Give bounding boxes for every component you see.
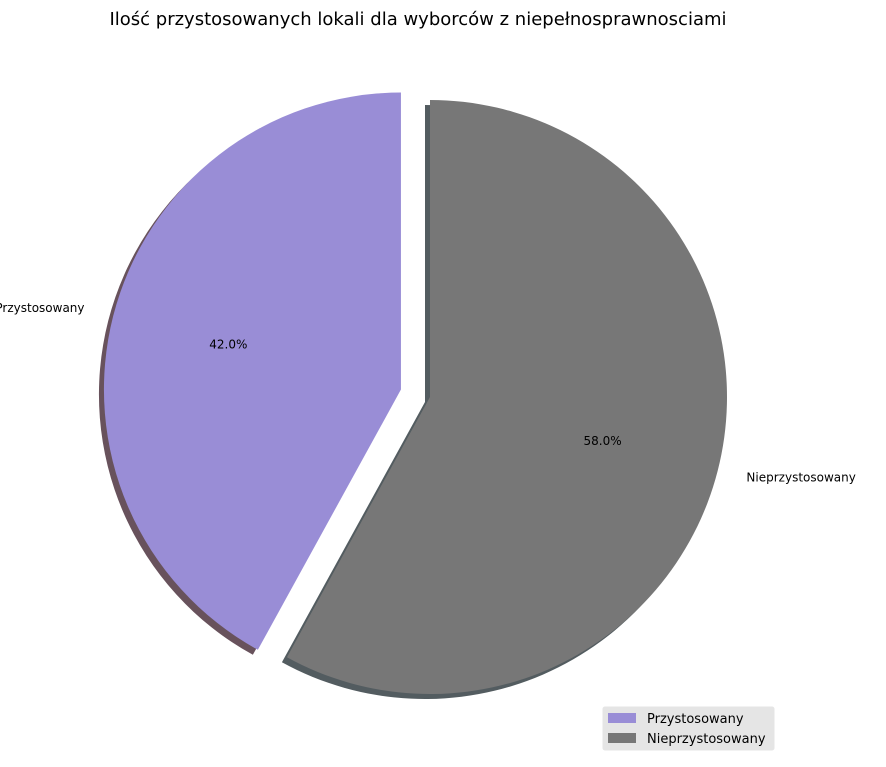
chart-title: Ilość przystosowanych lokali dla wyborcó… <box>109 9 726 30</box>
legend-label-nieprzystosowany: Nieprzystosowany <box>647 732 766 747</box>
slice-percent-nieprzystosowany: 58.0% <box>584 434 622 448</box>
legend-box <box>602 706 775 751</box>
slice-labels: Przystosowany 42.0% Nieprzystosowany 58.0% <box>0 301 856 485</box>
legend: Przystosowany Nieprzystosowany <box>602 706 775 751</box>
slice-label-nieprzystosowany: Nieprzystosowany <box>746 471 855 485</box>
pie-slice-przystosowany <box>103 92 401 650</box>
pie-slice-nieprzystosowany <box>286 100 728 695</box>
legend-swatch-nieprzystosowany <box>608 733 636 743</box>
legend-label-przystosowany: Przystosowany <box>647 712 744 727</box>
slice-label-przystosowany: Przystosowany <box>0 301 85 315</box>
legend-swatch-przystosowany <box>608 713 636 723</box>
slice-percent-przystosowany: 42.0% <box>209 338 247 352</box>
pie-slices <box>103 92 728 695</box>
